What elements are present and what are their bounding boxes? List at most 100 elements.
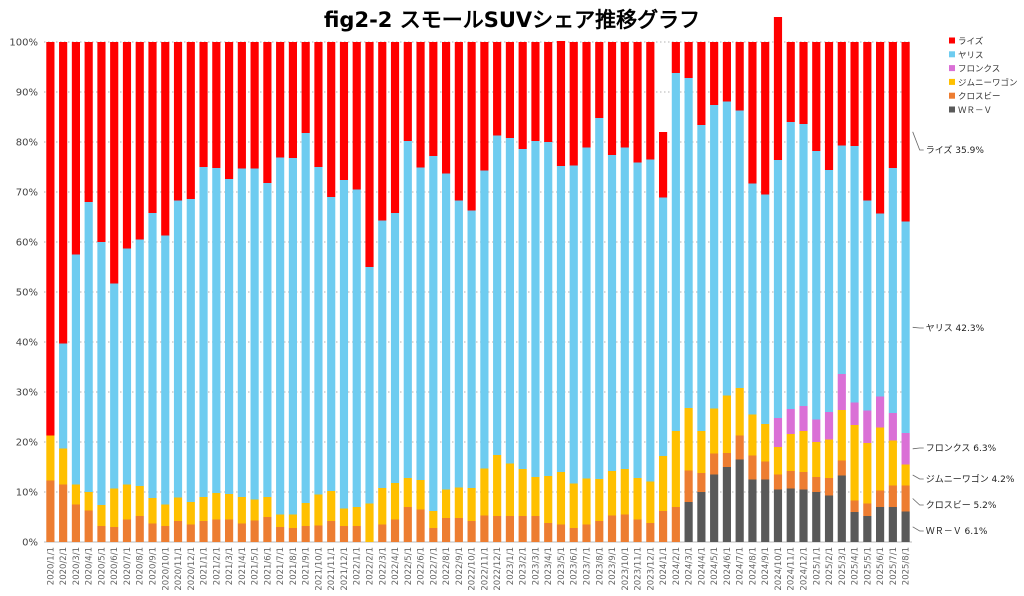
bar-segment <box>59 42 68 344</box>
bar-segment <box>812 419 821 442</box>
x-tick-label: 2024/5/1 <box>710 547 720 585</box>
bar-segment <box>122 484 132 520</box>
bar-segment <box>237 497 246 524</box>
bar-segment <box>633 42 642 163</box>
bar-segment <box>786 471 795 489</box>
bar-segment <box>812 42 821 151</box>
bar-segment <box>237 42 246 169</box>
bar-segment <box>237 523 246 542</box>
bar-segment <box>148 42 157 213</box>
y-axis: 0% 10% 20% 30% 40% 50% 60% 70% 80% 90% 100% <box>9 38 38 549</box>
bar-segment <box>314 525 323 542</box>
x-tick-label: 2022/6/1 <box>417 547 427 585</box>
bar-segment <box>582 42 591 148</box>
bar-segment <box>761 194 770 424</box>
bar-segment <box>876 507 885 542</box>
bar-segment <box>314 42 323 167</box>
bar-segment <box>620 42 629 148</box>
bar-segment <box>607 42 617 155</box>
bar-segment <box>722 101 731 396</box>
x-tick-label: 2020/4/1 <box>85 547 95 585</box>
bar-segment <box>735 459 744 542</box>
legend-label: ＷＲ－Ｖ <box>958 106 992 116</box>
x-tick-label: 2023/7/1 <box>583 547 593 585</box>
bar-segment <box>186 524 195 542</box>
bar-segment <box>620 514 629 542</box>
bar-segment <box>442 518 451 542</box>
bar-segment <box>46 480 55 542</box>
bar-segment <box>378 488 387 525</box>
bar-segment <box>212 519 221 542</box>
bar-segment <box>799 42 808 124</box>
bar-segment <box>288 42 297 158</box>
bar-segment <box>901 433 910 465</box>
end-label: ＷＲ－Ｖ 6.1% <box>926 527 988 537</box>
bar-segment <box>288 158 297 515</box>
end-labels: ライズ 35.9% ヤリス 42.3% フロンクス 6.3% ジムニーワゴン 4.2%… <box>912 131 1015 537</box>
bar-segment <box>403 507 412 542</box>
bar-segment <box>837 410 846 461</box>
bar-segment <box>467 488 476 521</box>
bar-segment <box>748 42 757 184</box>
bar-segment <box>225 42 234 179</box>
bar-segment <box>863 410 872 443</box>
bar-segment <box>97 505 106 526</box>
end-label: ライズ 35.9% <box>926 144 985 156</box>
bar-segment <box>518 516 527 542</box>
bar-segment <box>237 168 246 497</box>
bar-segment <box>824 495 834 542</box>
bar-segment <box>97 42 106 242</box>
bar-segment <box>607 155 617 471</box>
x-tick-label: 2021/9/1 <box>302 547 312 585</box>
bar-segment <box>684 42 693 78</box>
bar-segment <box>327 491 336 521</box>
bar-segment <box>416 509 425 542</box>
bar-segment <box>505 138 514 464</box>
bar-segment <box>761 479 770 542</box>
leader-line <box>912 131 924 151</box>
bar-segment <box>684 502 693 542</box>
bar-segment <box>173 521 183 542</box>
bar-segment <box>301 503 310 526</box>
bar-segment <box>263 183 272 497</box>
x-tick-label: 2022/4/1 <box>391 547 401 585</box>
bar-segment <box>365 267 374 504</box>
bar-segment <box>876 42 885 214</box>
bar-segment <box>199 521 208 542</box>
bar-segment <box>122 42 132 249</box>
x-tick-label: 2020/10/1 <box>161 547 171 591</box>
bar-segment <box>812 151 821 420</box>
x-tick-label: 2025/7/1 <box>889 547 899 585</box>
x-tick-label: 2025/4/1 <box>851 547 861 585</box>
bar-segment <box>544 523 553 542</box>
bar-segment <box>773 474 783 490</box>
bar-segment <box>135 42 144 240</box>
bar-segment <box>799 124 808 406</box>
bar-segment <box>429 511 438 528</box>
leader-line <box>912 498 924 506</box>
legend-label: フロンクス <box>958 65 1000 75</box>
bar-segment <box>403 141 412 478</box>
bar-segment <box>837 374 846 410</box>
bar-segment <box>135 239 144 486</box>
bar-segment <box>824 42 834 170</box>
x-tick-label: 2024/10/1 <box>774 547 784 591</box>
bar-segment <box>339 526 349 542</box>
x-tick-label: 2021/3/1 <box>225 547 235 585</box>
legend-swatch <box>949 92 955 99</box>
bar-segment <box>773 160 783 418</box>
bar-segment <box>173 42 183 201</box>
bar-segment <box>110 488 119 527</box>
bar-segment <box>735 110 744 388</box>
y-tick-label: 10% <box>16 488 38 499</box>
bar-segment <box>403 478 412 507</box>
x-tick-label: 2020/1/1 <box>46 547 56 585</box>
bar-segment <box>122 248 132 485</box>
bar-segment <box>824 478 834 496</box>
x-tick-label: 2023/3/1 <box>531 547 541 585</box>
x-tick-label: 2024/6/1 <box>723 547 733 585</box>
bar-segment <box>595 42 604 118</box>
bar-segment <box>901 42 910 222</box>
y-tick-label: 100% <box>9 38 38 49</box>
bar-segment <box>786 409 795 434</box>
